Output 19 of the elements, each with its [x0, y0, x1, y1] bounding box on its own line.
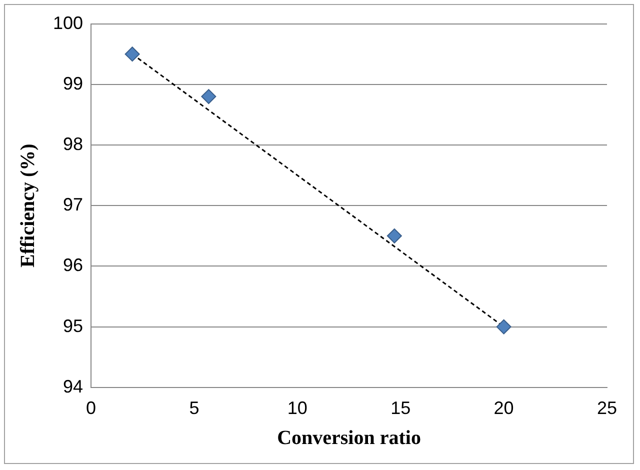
- point: [201, 89, 216, 104]
- x-tick-label: 25: [596, 398, 618, 418]
- x-tick-label: 0: [86, 398, 96, 418]
- y-tick-label: 94: [63, 376, 84, 396]
- point: [496, 319, 512, 334]
- y-tick-label: 97: [63, 194, 84, 215]
- x-tick-label: 5: [189, 398, 200, 418]
- y-tick-label: 99: [63, 73, 84, 94]
- y-tick-label: 96: [63, 255, 84, 276]
- x-tick-label: 10: [287, 398, 308, 418]
- point: [386, 228, 402, 244]
- point: [124, 46, 140, 62]
- y-tick-label: 95: [63, 316, 84, 336]
- y-tick-label: 98: [63, 134, 84, 154]
- x-tick-label: 15: [390, 398, 411, 418]
- x-axis-title: Conversion ratio: [277, 427, 421, 450]
- y-axis-title: Efficiency (%): [17, 144, 40, 268]
- y-tick-label: 100: [52, 12, 84, 33]
- x-tick-label: 20: [494, 398, 514, 418]
